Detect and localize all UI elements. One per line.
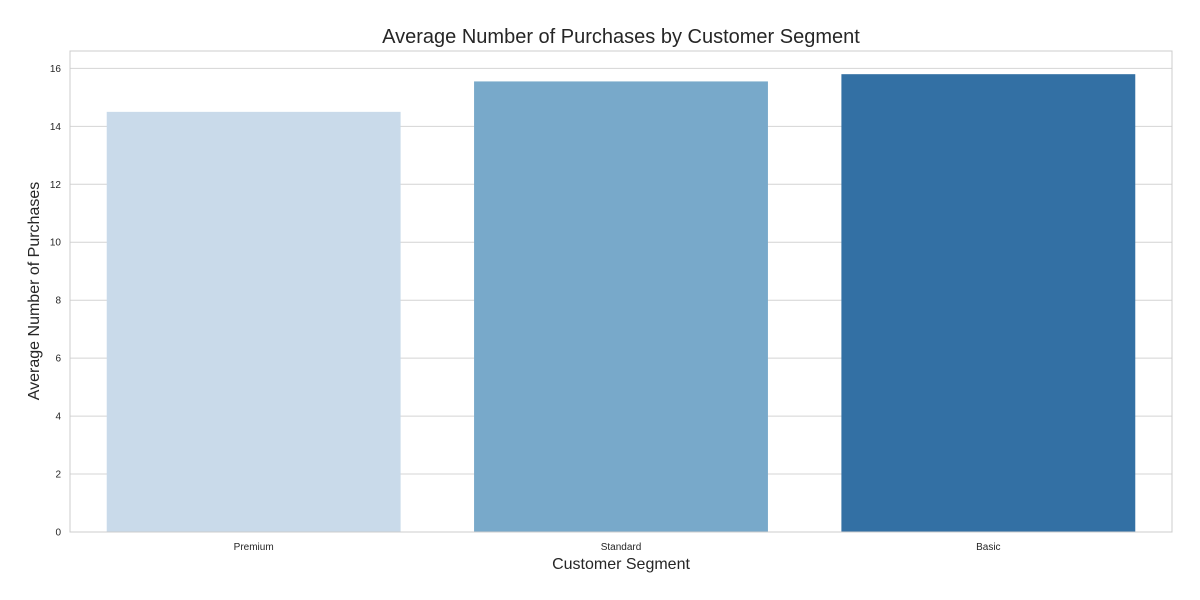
x-tick-label-basic: Basic <box>976 542 1000 553</box>
bar-premium <box>106 111 401 532</box>
y-tick-label: 12 <box>50 180 62 191</box>
y-axis-label: Average Number of Purchases <box>26 182 43 400</box>
y-tick-label: 8 <box>55 296 61 307</box>
x-tick-label-premium: Premium <box>234 542 274 553</box>
plot-frame <box>69 50 1173 533</box>
bar-basic <box>841 74 1136 532</box>
y-tick-label: 6 <box>55 354 61 365</box>
x-axis-label: Customer Segment <box>552 556 690 573</box>
bars <box>106 74 1136 533</box>
x-tick-label-standard: Standard <box>601 542 642 553</box>
x-tick-labels: Premium Standard Basic <box>234 542 1001 553</box>
chart-title: Average Number of Purchases by Customer … <box>382 26 860 48</box>
y-tick-label: 14 <box>50 122 62 133</box>
bar-standard <box>474 81 768 533</box>
y-tick-label: 2 <box>55 470 61 481</box>
y-tick-label: 4 <box>55 412 61 423</box>
y-tick-labels: 0 2 4 6 8 10 12 14 16 <box>50 64 62 539</box>
y-tick-label: 10 <box>50 238 62 249</box>
y-tick-label: 16 <box>50 64 62 75</box>
y-tick-label: 0 <box>55 528 61 539</box>
